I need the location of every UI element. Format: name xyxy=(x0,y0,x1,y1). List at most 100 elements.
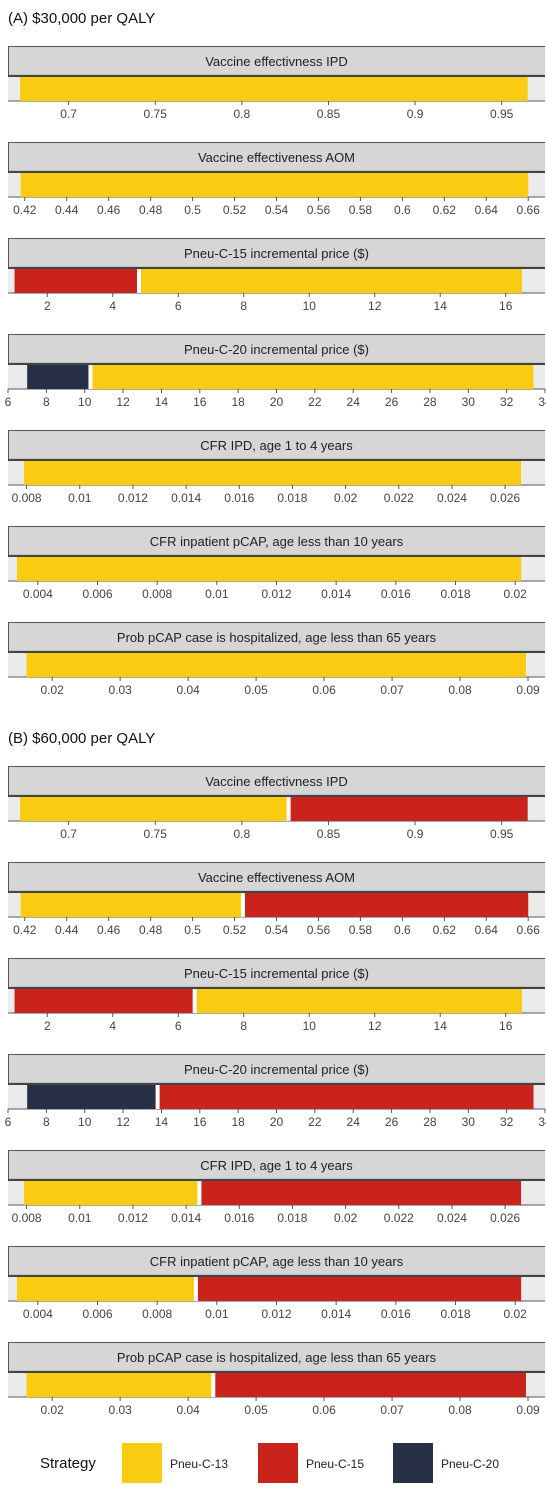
bar-segment-pneu-c-20 xyxy=(27,365,91,389)
tick-label: 0.42 xyxy=(13,203,37,217)
tick-label: 30 xyxy=(462,395,476,409)
tick-label: 0.07 xyxy=(380,683,404,697)
tick-label: 4 xyxy=(109,1019,116,1033)
tick-label: 0.02 xyxy=(41,683,65,697)
tick-label: 0.46 xyxy=(97,923,121,937)
legend-swatch-pneu-c-13 xyxy=(122,1443,162,1483)
segment-divider xyxy=(197,1181,202,1205)
facet-title: CFR inpatient pCAP, age less than 10 yea… xyxy=(150,1254,404,1269)
tick-label: 0.06 xyxy=(312,683,336,697)
tick-label: 28 xyxy=(423,395,437,409)
tick-label: 0.7 xyxy=(60,107,77,121)
tick-label: 18 xyxy=(231,1115,245,1129)
bar-segment-pneu-c-13 xyxy=(26,653,526,677)
bar-segment-pneu-c-15 xyxy=(288,797,528,821)
tick-label: 0.006 xyxy=(82,587,112,601)
tick-label: 32 xyxy=(500,1115,514,1129)
bar-segment-pneu-c-13 xyxy=(20,893,243,917)
tick-label: 14 xyxy=(434,1019,448,1033)
facet-title: Pneu-C-20 incremental price ($) xyxy=(184,1062,369,1077)
tick-label: 32 xyxy=(500,395,514,409)
tick-label: 18 xyxy=(231,395,245,409)
tick-label: 0.09 xyxy=(516,1403,540,1417)
tick-label: 12 xyxy=(368,1019,382,1033)
tick-label: 0.01 xyxy=(68,491,92,505)
tick-label: 0.95 xyxy=(490,107,514,121)
facet-strip xyxy=(8,238,545,268)
bar-segment-pneu-c-15 xyxy=(242,893,529,917)
tick-label: 0.018 xyxy=(440,587,470,601)
tick-label: 10 xyxy=(78,1115,92,1129)
tick-label: 0.01 xyxy=(205,1307,229,1321)
tick-label: 0.006 xyxy=(82,1307,112,1321)
tick-label: 0.022 xyxy=(384,491,414,505)
tick-label: 8 xyxy=(240,299,247,313)
legend-swatch-pneu-c-15 xyxy=(258,1443,298,1483)
tick-label: 0.56 xyxy=(307,923,331,937)
facet-title: CFR IPD, age 1 to 4 years xyxy=(200,438,353,453)
tick-label: 6 xyxy=(5,1115,12,1129)
tick-label: 0.6 xyxy=(394,203,411,217)
tick-label: 0.42 xyxy=(13,923,37,937)
facet-title: Prob pCAP case is hospitalized, age less… xyxy=(117,630,437,645)
tick-label: 0.014 xyxy=(321,587,351,601)
segment-divider xyxy=(211,1373,216,1397)
tick-label: 0.014 xyxy=(171,491,201,505)
bar-segment-pneu-c-13 xyxy=(23,461,522,485)
facet-title: Vaccine effectiveness AOM xyxy=(198,150,355,165)
segment-divider xyxy=(88,365,93,389)
bar-segment-pneu-c-15 xyxy=(199,1181,522,1205)
tick-label: 6 xyxy=(175,1019,182,1033)
facet-title: Vaccine effectiveness AOM xyxy=(198,870,355,885)
tick-label: 20 xyxy=(270,395,284,409)
tick-label: 0.016 xyxy=(381,1307,411,1321)
facet-strip xyxy=(8,142,545,172)
tick-label: 26 xyxy=(385,395,399,409)
tick-label: 0.64 xyxy=(475,203,499,217)
facet-strip xyxy=(8,1054,545,1084)
tick-label: 0.008 xyxy=(12,1211,42,1225)
tick-label: 0.01 xyxy=(68,1211,92,1225)
tick-label: 16 xyxy=(193,395,207,409)
tick-label: 0.03 xyxy=(108,1403,132,1417)
legend-label: Pneu-C-15 xyxy=(306,1457,364,1471)
tick-label: 0.56 xyxy=(307,203,331,217)
tick-label: 0.004 xyxy=(23,587,53,601)
tick-label: 0.6 xyxy=(394,923,411,937)
tick-label: 12 xyxy=(116,1115,130,1129)
bar-segment-pneu-c-13 xyxy=(90,365,534,389)
tick-label: 0.012 xyxy=(118,491,148,505)
tick-label: 0.018 xyxy=(277,1211,307,1225)
tick-label: 6 xyxy=(175,299,182,313)
tick-label: 22 xyxy=(308,1115,322,1129)
facet-strip xyxy=(8,526,545,556)
bar-segment-pneu-c-13 xyxy=(23,1181,200,1205)
facet-strip xyxy=(8,1342,545,1372)
tick-label: 16 xyxy=(499,299,513,313)
tick-label: 0.62 xyxy=(433,203,457,217)
tick-label: 34 xyxy=(538,1115,546,1129)
facet-strip xyxy=(8,958,545,988)
tick-label: 0.04 xyxy=(176,1403,200,1417)
tick-label: 10 xyxy=(303,1019,317,1033)
legend-label: Pneu-C-13 xyxy=(170,1457,228,1471)
tick-label: 0.85 xyxy=(317,107,341,121)
facet-title: CFR inpatient pCAP, age less than 10 yea… xyxy=(150,534,404,549)
tick-label: 0.07 xyxy=(380,1403,404,1417)
bar-segment-pneu-c-15 xyxy=(14,269,139,293)
tick-label: 2 xyxy=(44,1019,51,1033)
tick-label: 0.44 xyxy=(55,923,79,937)
tick-label: 0.018 xyxy=(440,1307,470,1321)
tick-label: 0.012 xyxy=(118,1211,148,1225)
facet-title: Vaccine effectivness IPD xyxy=(205,54,348,69)
tick-label: 10 xyxy=(78,395,92,409)
tick-label: 24 xyxy=(347,1115,361,1129)
tick-label: 0.48 xyxy=(139,203,163,217)
tick-label: 0.016 xyxy=(224,1211,254,1225)
legend-label: Pneu-C-20 xyxy=(441,1457,499,1471)
tick-label: 0.44 xyxy=(55,203,79,217)
tick-label: 0.05 xyxy=(244,1403,268,1417)
tick-label: 0.016 xyxy=(381,587,411,601)
bar-segment-pneu-c-13 xyxy=(26,1373,214,1397)
tick-label: 8 xyxy=(240,1019,247,1033)
